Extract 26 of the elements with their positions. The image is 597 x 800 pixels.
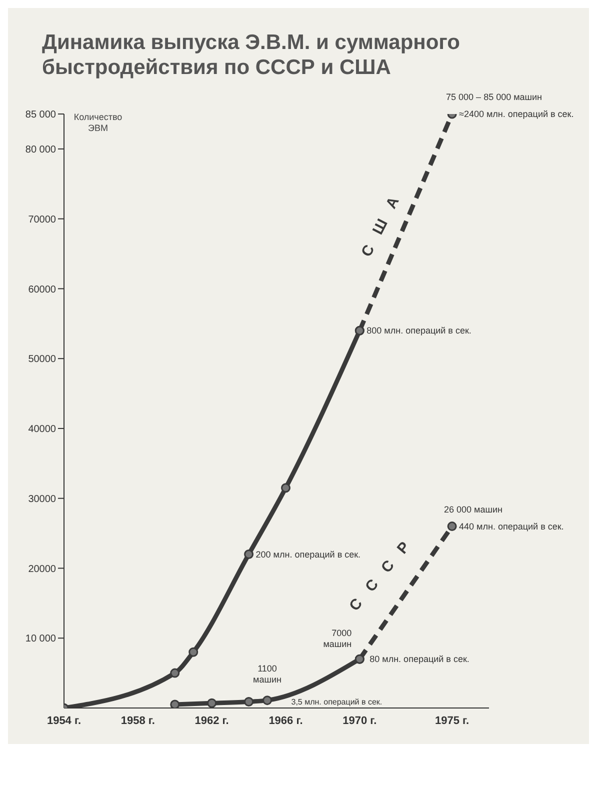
annotation: 75 000 – 85 000 машин bbox=[446, 92, 542, 102]
x-tick-label: 1975 г. bbox=[435, 714, 470, 727]
y-axis-title: Количество ЭВМ bbox=[72, 112, 124, 134]
y-tick-label: 60000 bbox=[28, 284, 56, 296]
annotation: 1100 машин bbox=[253, 663, 282, 684]
y-tick-label: 20000 bbox=[28, 564, 56, 575]
x-tick-label: 1958 г. bbox=[120, 714, 155, 727]
y-tick-label: 80 000 bbox=[25, 144, 56, 156]
x-tick-label: 1962 г. bbox=[194, 714, 229, 727]
x-tick-label: 1966 г. bbox=[268, 714, 303, 727]
annotation: 80 млн. операций в сек. bbox=[370, 654, 470, 664]
annotation: ≈2400 млн. операций в сек. bbox=[459, 109, 574, 119]
y-tick-label: 30000 bbox=[28, 494, 56, 505]
annotation: 440 млн. операций в сек. bbox=[459, 521, 564, 532]
x-tick-label: 1970 г. bbox=[342, 714, 377, 727]
y-tick-label: 50000 bbox=[28, 354, 56, 366]
annotation: 7000 машин bbox=[323, 628, 352, 650]
y-tick-label: 70000 bbox=[28, 214, 56, 226]
x-tick-label: 1954 г. bbox=[46, 714, 82, 727]
annotation: 26 000 машин bbox=[444, 504, 503, 514]
annotation: 800 млн. операций в сек. bbox=[366, 326, 472, 336]
y-tick-label: 40000 bbox=[28, 424, 56, 436]
annotation: 3,5 млн. операций в сек. bbox=[291, 697, 382, 706]
chart-title: Динамика выпуска Э.В.М. и суммарного быстродействия по СССР и США bbox=[41, 30, 461, 80]
y-tick-label: 85 000 bbox=[25, 110, 56, 121]
y-tick-label: 10 000 bbox=[25, 634, 56, 645]
